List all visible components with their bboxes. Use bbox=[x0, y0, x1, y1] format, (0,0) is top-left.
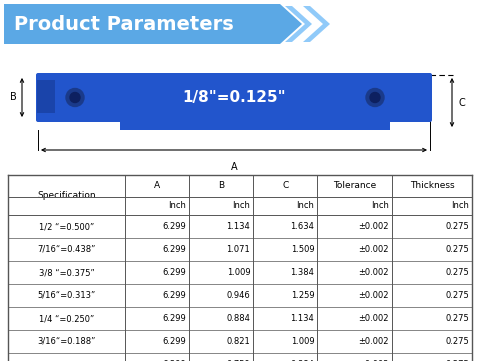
Text: Inch: Inch bbox=[297, 201, 314, 210]
Text: 1/4 “=0.250”: 1/4 “=0.250” bbox=[39, 314, 94, 323]
Text: ±0.002: ±0.002 bbox=[359, 268, 389, 277]
FancyBboxPatch shape bbox=[36, 73, 432, 122]
Text: 1.071: 1.071 bbox=[227, 245, 251, 254]
Text: ±0.002: ±0.002 bbox=[359, 360, 389, 361]
Text: ±0.002: ±0.002 bbox=[359, 314, 389, 323]
Text: 5/16“=0.313”: 5/16“=0.313” bbox=[37, 291, 96, 300]
Text: ±0.002: ±0.002 bbox=[359, 245, 389, 254]
Text: 0.884: 0.884 bbox=[227, 314, 251, 323]
Text: Thickness: Thickness bbox=[410, 182, 454, 191]
Text: 6.299: 6.299 bbox=[163, 268, 186, 277]
Text: A: A bbox=[154, 182, 160, 191]
Circle shape bbox=[366, 88, 384, 106]
Text: Inch: Inch bbox=[371, 201, 389, 210]
Text: ±0.002: ±0.002 bbox=[359, 291, 389, 300]
Text: B: B bbox=[218, 182, 224, 191]
Text: 3/8 “=0.375”: 3/8 “=0.375” bbox=[39, 268, 95, 277]
Text: A: A bbox=[231, 162, 237, 172]
Text: 0.884: 0.884 bbox=[290, 360, 314, 361]
Text: 6.299: 6.299 bbox=[163, 314, 186, 323]
Text: B: B bbox=[10, 92, 16, 103]
Text: 1.634: 1.634 bbox=[290, 222, 314, 231]
Text: 0.275: 0.275 bbox=[445, 360, 469, 361]
Text: 1/8 “=0.125”: 1/8 “=0.125” bbox=[39, 360, 95, 361]
Circle shape bbox=[370, 92, 380, 103]
Text: 1.009: 1.009 bbox=[291, 337, 314, 346]
Bar bbox=[37, 80, 55, 113]
Circle shape bbox=[70, 92, 80, 103]
Text: 1.259: 1.259 bbox=[291, 291, 314, 300]
Text: 0.275: 0.275 bbox=[445, 337, 469, 346]
Text: 1.509: 1.509 bbox=[291, 245, 314, 254]
Text: 0.275: 0.275 bbox=[445, 245, 469, 254]
Text: C: C bbox=[282, 182, 288, 191]
Text: Tolerance: Tolerance bbox=[333, 182, 376, 191]
Text: ±0.002: ±0.002 bbox=[359, 337, 389, 346]
Text: 7/16“=0.438”: 7/16“=0.438” bbox=[37, 245, 96, 254]
Text: 6.299: 6.299 bbox=[163, 360, 186, 361]
Text: 0.821: 0.821 bbox=[227, 337, 251, 346]
Text: 1/8"=0.125": 1/8"=0.125" bbox=[182, 90, 286, 105]
Text: 6.299: 6.299 bbox=[163, 337, 186, 346]
Text: 0.275: 0.275 bbox=[445, 291, 469, 300]
Text: 1/2 “=0.500”: 1/2 “=0.500” bbox=[39, 222, 94, 231]
Text: 0.759: 0.759 bbox=[227, 360, 251, 361]
Text: 1.134: 1.134 bbox=[290, 314, 314, 323]
Text: 6.299: 6.299 bbox=[163, 245, 186, 254]
Text: Inch: Inch bbox=[451, 201, 469, 210]
Text: 0.946: 0.946 bbox=[227, 291, 251, 300]
Text: 0.275: 0.275 bbox=[445, 268, 469, 277]
Text: 1.009: 1.009 bbox=[227, 268, 251, 277]
Text: 1.134: 1.134 bbox=[227, 222, 251, 231]
Polygon shape bbox=[4, 4, 302, 44]
Text: 0.275: 0.275 bbox=[445, 314, 469, 323]
Text: C: C bbox=[458, 97, 466, 108]
Text: 6.299: 6.299 bbox=[163, 291, 186, 300]
Text: ±0.002: ±0.002 bbox=[359, 222, 389, 231]
Text: 0.275: 0.275 bbox=[445, 222, 469, 231]
Text: Inch: Inch bbox=[232, 201, 251, 210]
Text: Product Parameters: Product Parameters bbox=[14, 16, 234, 35]
Circle shape bbox=[66, 88, 84, 106]
Text: 3/16“=0.188”: 3/16“=0.188” bbox=[37, 337, 96, 346]
Bar bbox=[120, 117, 390, 130]
Text: 1.384: 1.384 bbox=[290, 268, 314, 277]
Polygon shape bbox=[303, 6, 330, 42]
Polygon shape bbox=[285, 6, 312, 42]
Text: Inch: Inch bbox=[168, 201, 186, 210]
Text: Specification: Specification bbox=[37, 191, 96, 200]
Text: 6.299: 6.299 bbox=[163, 222, 186, 231]
